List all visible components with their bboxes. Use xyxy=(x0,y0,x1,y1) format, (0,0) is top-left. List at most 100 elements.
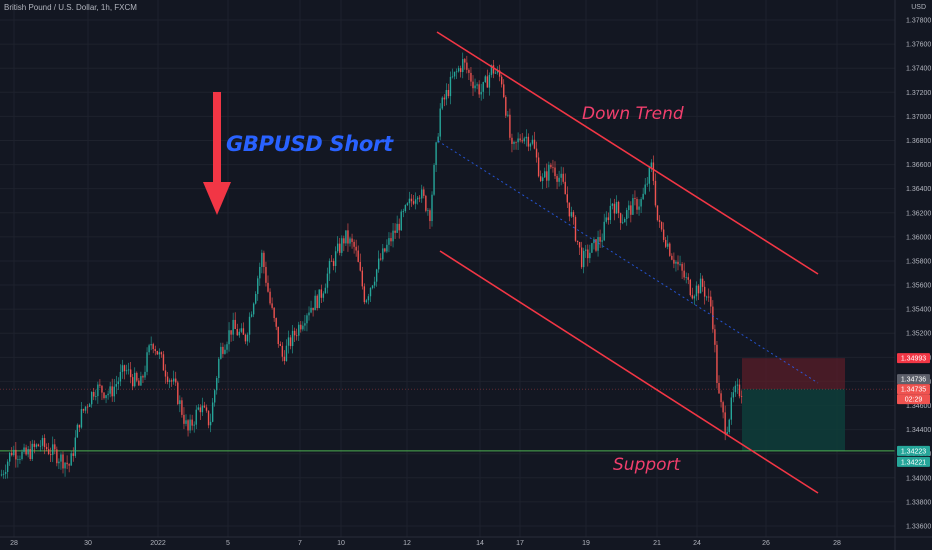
candle-body xyxy=(593,239,595,244)
candle-body xyxy=(70,453,72,466)
candle-body xyxy=(710,296,712,307)
candle-body xyxy=(503,84,505,98)
y-tick-label: 1.33800 xyxy=(906,499,931,506)
candle-body xyxy=(136,372,138,381)
candle-body xyxy=(97,384,99,397)
candle-body xyxy=(435,142,437,165)
candle-body xyxy=(589,252,591,259)
candle-body xyxy=(513,141,515,144)
candle-body xyxy=(464,59,466,63)
candle-body xyxy=(724,412,726,434)
candle-body xyxy=(267,282,269,292)
candle-body xyxy=(556,176,558,182)
candle-body xyxy=(378,258,380,270)
candle-body xyxy=(332,261,335,266)
candle-body xyxy=(13,449,15,456)
candle-body xyxy=(519,138,521,141)
candle-body xyxy=(601,240,603,242)
candle-body xyxy=(76,424,79,438)
candle-body xyxy=(66,462,68,465)
candle-body xyxy=(142,376,144,378)
candle-body xyxy=(21,451,23,460)
candle-body xyxy=(41,437,44,446)
candle-body xyxy=(250,314,253,317)
candle-body xyxy=(580,247,583,268)
candle-body xyxy=(423,189,425,196)
candle-body xyxy=(349,238,351,244)
candle-body xyxy=(259,266,261,279)
candle-body xyxy=(726,432,728,434)
candle-body xyxy=(214,390,216,403)
candle-body xyxy=(525,136,527,139)
candle-body xyxy=(234,319,236,329)
candle-body xyxy=(265,266,267,283)
take-profit-zone xyxy=(742,389,845,451)
y-tick-label: 1.37400 xyxy=(906,66,931,73)
x-tick-label: 28 xyxy=(833,540,841,547)
candle-body xyxy=(496,70,499,73)
candle-body xyxy=(78,424,81,428)
candle-body xyxy=(736,384,739,386)
candle-body xyxy=(652,162,655,181)
price-label-countdown: 02:29 xyxy=(905,397,923,404)
candle-body xyxy=(576,240,579,243)
candle-body xyxy=(431,194,433,222)
candle-body xyxy=(115,384,117,387)
candle-body xyxy=(681,263,683,271)
candle-body xyxy=(316,295,318,309)
candle-body xyxy=(326,273,329,288)
candle-body xyxy=(695,285,698,297)
channel-midline xyxy=(437,140,819,384)
candle-body xyxy=(185,420,187,424)
candle-body xyxy=(111,386,113,397)
candle-body xyxy=(50,454,52,455)
candle-body xyxy=(595,239,597,251)
candle-body xyxy=(238,331,240,336)
candle-body xyxy=(177,382,179,405)
candle-body xyxy=(402,211,404,212)
candle-body xyxy=(52,444,54,455)
candle-body xyxy=(209,421,212,426)
stop-loss-zone xyxy=(742,358,845,390)
candle-body xyxy=(697,285,700,294)
candle-body xyxy=(148,345,150,353)
candle-body xyxy=(566,194,568,203)
candles xyxy=(0,52,743,479)
candle-body xyxy=(706,296,708,298)
candle-body xyxy=(570,212,573,217)
candle-body xyxy=(517,138,519,143)
candle-body xyxy=(197,407,199,410)
candle-body xyxy=(574,217,577,241)
y-tick-label: 1.33600 xyxy=(906,523,931,530)
candle-body xyxy=(152,344,154,350)
candle-body xyxy=(667,243,669,247)
candle-body xyxy=(425,195,427,211)
candle-body xyxy=(119,371,122,382)
candle-body xyxy=(472,81,474,89)
x-tick-label: 12 xyxy=(403,540,411,547)
candle-body xyxy=(558,177,560,182)
candle-body xyxy=(287,337,290,346)
candle-body xyxy=(298,324,300,336)
chart-title: British Pound / U.S. Dollar, 1h, FXCM xyxy=(4,3,137,12)
candle-body xyxy=(269,291,271,304)
candle-body xyxy=(529,143,532,147)
candle-body xyxy=(685,277,687,278)
candle-body xyxy=(554,167,556,177)
candle-body xyxy=(86,406,89,408)
candle-body xyxy=(281,345,284,357)
candle-body xyxy=(671,255,673,260)
candle-body xyxy=(257,278,259,294)
y-tick-label: 1.37800 xyxy=(906,18,931,25)
candle-body xyxy=(650,162,653,168)
candle-body xyxy=(613,203,616,214)
candle-body xyxy=(37,444,40,447)
candle-body xyxy=(113,386,115,397)
candle-body xyxy=(312,307,314,311)
candle-body xyxy=(537,157,540,177)
y-tick-label: 1.34000 xyxy=(906,475,931,482)
candle-body xyxy=(263,252,265,267)
candle-body xyxy=(394,230,396,233)
